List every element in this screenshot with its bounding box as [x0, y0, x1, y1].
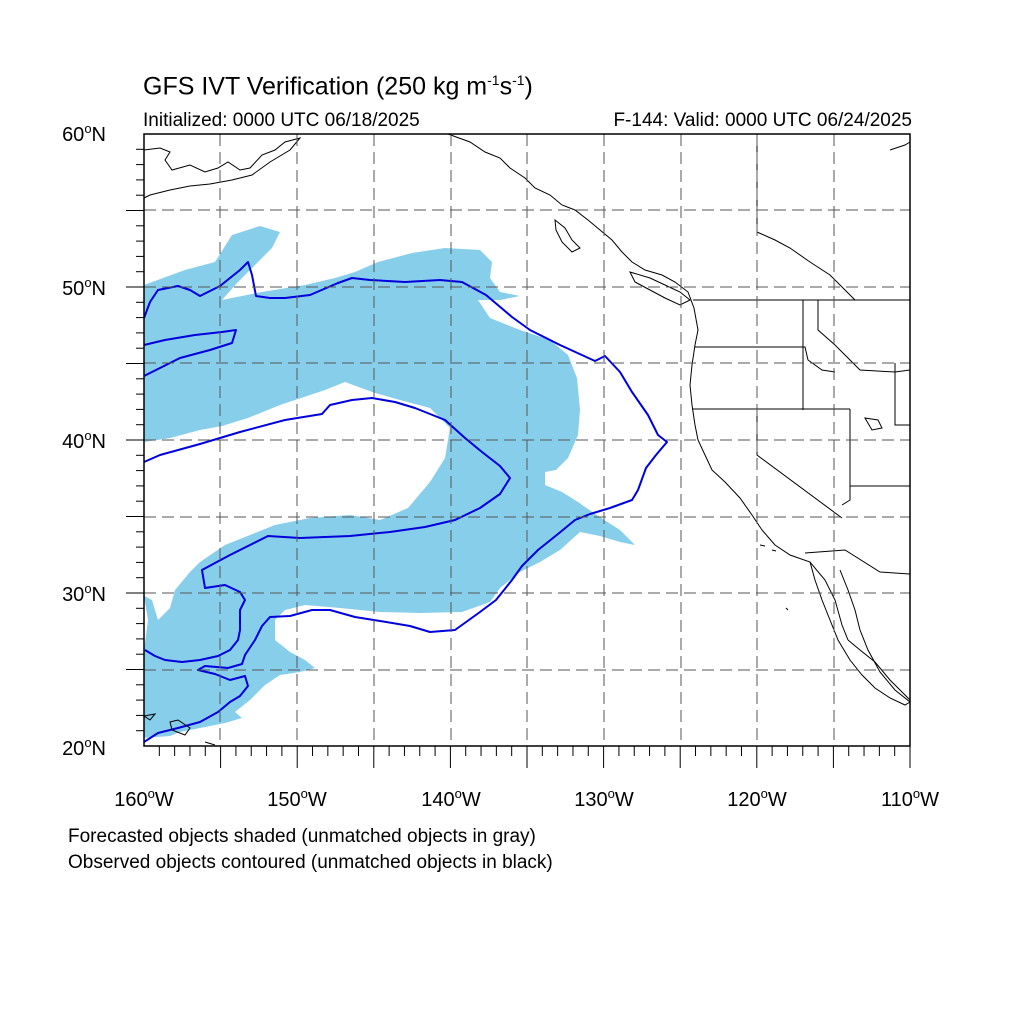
ca-nv-border — [756, 409, 843, 519]
lat-label-30n: 30oN — [62, 581, 106, 606]
channel-islands — [759, 544, 789, 611]
init-time-label: Initialized: 0000 UTC 06/18/2025 — [143, 110, 420, 131]
baja-peninsula — [809, 561, 911, 706]
us-mexico-border — [804, 549, 911, 575]
axis-ticks — [126, 148, 911, 768]
lon-label-160w: 160oW — [114, 786, 174, 811]
hawaii-islands — [142, 713, 216, 746]
lat-label-60n: 60oN — [62, 121, 106, 146]
lon-label-130w: 130oW — [574, 786, 634, 811]
north-coast-ne — [889, 141, 911, 151]
lat-label-50n: 50oN — [62, 275, 106, 300]
lat-label-40n: 40oN — [62, 428, 106, 453]
graticule — [144, 134, 910, 746]
lat-label-20n: 20oN — [62, 735, 106, 760]
forecast-objects — [144, 226, 635, 738]
vancouver-island — [629, 271, 691, 306]
nv-az-border — [841, 409, 851, 506]
forecast-south-lobe — [212, 640, 272, 670]
id-mt-border — [817, 300, 911, 373]
plot-title: GFS IVT Verification (250 kg m-1s-1) — [143, 72, 533, 101]
lon-label-150w: 150oW — [267, 786, 327, 811]
coastlines — [142, 133, 911, 746]
forecast-legend-note: Forecasted objects shaded (unmatched obj… — [68, 826, 536, 847]
observed-loop-contour — [143, 397, 511, 663]
lon-label-110w: 110oW — [880, 786, 940, 811]
great-salt-lake — [864, 417, 883, 431]
valid-time-label: F-144: Valid: 0000 UTC 06/24/2025 — [613, 110, 912, 131]
haida-gwaii — [554, 218, 581, 253]
lon-label-140w: 140oW — [421, 786, 481, 811]
mainland-mexico — [847, 639, 911, 701]
west-coast — [689, 344, 849, 641]
lon-label-120w: 120oW — [727, 786, 787, 811]
observed-north-contour — [143, 261, 668, 743]
alaska-coast — [143, 137, 302, 199]
wa-or-border — [695, 346, 836, 373]
observed-legend-note: Observed objects contoured (unmatched ob… — [68, 852, 553, 873]
map-frame — [143, 133, 911, 747]
bc-interior — [756, 134, 856, 301]
wy-border — [894, 363, 910, 426]
forecast-main-object — [144, 226, 635, 738]
